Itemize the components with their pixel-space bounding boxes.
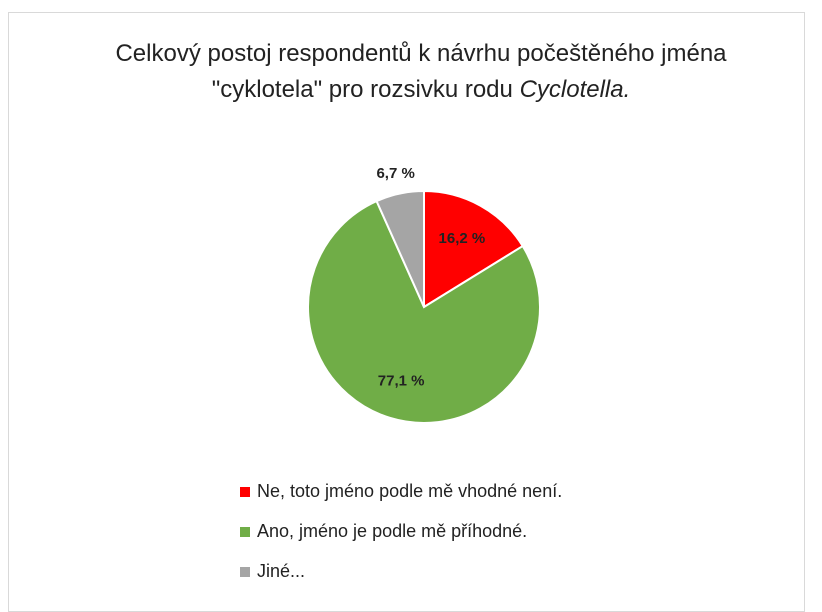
pie-slice bbox=[375, 189, 425, 308]
title-emphasis: Cyclotella. bbox=[519, 76, 631, 103]
title-text: Celkový postoj respondentů k návrhu poče… bbox=[115, 40, 727, 103]
legend-label: Jiné... bbox=[257, 561, 305, 581]
legend-label: Ano, jméno je podle mě příhodné. bbox=[257, 521, 527, 541]
chart: 16,2 % 77,1 % 6,7 % Ne, toto jméno podle mě… bbox=[240, 165, 562, 581]
data-label: 6,7 % bbox=[376, 165, 414, 182]
legend-swatch bbox=[240, 487, 250, 497]
pie-slice bbox=[423, 189, 525, 309]
data-label: 16,2 % bbox=[439, 230, 486, 247]
legend-swatch bbox=[240, 567, 250, 577]
chart-title: Celkový postoj respondentů k návrhu poče… bbox=[101, 36, 741, 108]
legend-label: Ne, toto jméno podle mě vhodné není. bbox=[257, 481, 562, 501]
data-label: 77,1 % bbox=[378, 372, 425, 389]
legend-swatch bbox=[240, 527, 250, 537]
pie-slice bbox=[307, 199, 541, 424]
page: Celkový postoj respondentů k návrhu poče… bbox=[8, 12, 805, 612]
